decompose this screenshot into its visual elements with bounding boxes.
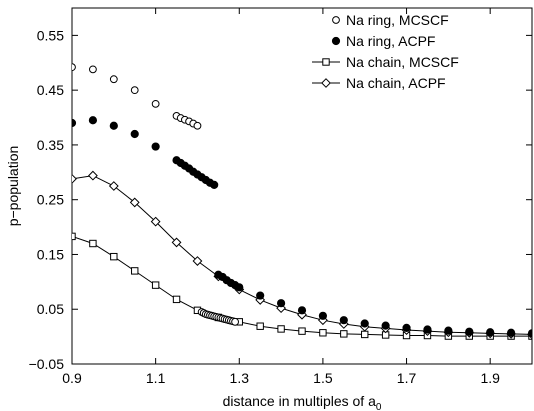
series-layer (72, 63, 532, 340)
data-point (444, 326, 453, 335)
legend-marker (331, 36, 341, 46)
legend-item: Na ring, MCSCF (332, 12, 449, 28)
x-axis-label-main: distance in multiples of a (223, 393, 377, 409)
legend-label: Na chain, MCSCF (346, 54, 459, 70)
data-point (151, 281, 160, 289)
data-point (88, 170, 98, 181)
y-tick-label: 0.25 (37, 192, 64, 208)
data-point (297, 306, 307, 315)
x-tick-label: 1.9 (480, 370, 500, 386)
data-point (130, 86, 139, 95)
data-point (298, 327, 306, 335)
data-point (89, 65, 97, 74)
data-point (109, 121, 118, 130)
series-4 (197, 308, 239, 326)
data-point (402, 323, 411, 332)
data-point (340, 330, 348, 338)
data-point (130, 129, 139, 139)
y-tick-label: 0.35 (37, 137, 64, 153)
data-point (108, 181, 119, 191)
data-point (486, 328, 495, 337)
x-tick-label: 1.7 (397, 370, 417, 386)
data-point (210, 180, 219, 190)
legend-marker (322, 58, 330, 66)
data-point (339, 316, 348, 325)
y-axis-label: p−population (5, 146, 21, 227)
legend-label: Na ring, ACPF (346, 33, 435, 49)
series-1 (72, 116, 532, 338)
data-point (277, 325, 285, 333)
series-line (72, 235, 532, 337)
data-point (231, 317, 239, 326)
plot-area-frame (71, 7, 533, 365)
data-point (527, 329, 532, 338)
data-point (360, 319, 369, 328)
x-axis-label: distance in multiples of a0 (223, 393, 382, 411)
data-point (319, 329, 327, 337)
y-tick-label: 0.05 (37, 301, 64, 317)
legend-label: Na chain, ACPF (346, 75, 446, 91)
data-point (506, 328, 516, 337)
y-tick-label: −0.05 (29, 356, 65, 372)
data-point (72, 63, 76, 72)
data-point (235, 283, 244, 292)
data-point (192, 256, 203, 266)
y-tick-label: 0.15 (37, 246, 64, 262)
data-point (129, 197, 140, 208)
legend-item: Na chain, MCSCF (312, 54, 459, 70)
data-point (110, 252, 118, 261)
data-point (151, 99, 160, 108)
legend-marker (332, 16, 340, 24)
series-2 (72, 232, 532, 340)
data-point (361, 330, 369, 339)
data-point (72, 173, 77, 184)
legend-marker (321, 78, 331, 88)
x-tick-label: 1.1 (146, 370, 166, 386)
data-point (151, 142, 160, 151)
y-tick-label: 0.55 (37, 27, 64, 43)
x-axis-label-subscript: 0 (376, 402, 382, 411)
data-point (256, 291, 265, 300)
legend-item: Na ring, ACPF (331, 33, 435, 49)
data-point (256, 322, 264, 330)
data-point (276, 299, 286, 308)
data-point (131, 267, 139, 275)
data-point (72, 118, 77, 128)
data-point (172, 295, 181, 304)
data-point (318, 311, 328, 320)
series-0 (72, 63, 202, 130)
legend-item: Na chain, ACPF (312, 75, 446, 91)
data-point (150, 216, 161, 227)
data-point (88, 116, 98, 125)
data-point (193, 121, 202, 130)
data-point (423, 325, 432, 334)
data-point (171, 237, 182, 248)
x-tick-label: 0.9 (62, 370, 82, 386)
legend-label: Na ring, MCSCF (346, 12, 449, 28)
y-tick-label: 0.45 (37, 82, 64, 98)
x-tick-label: 1.3 (230, 370, 250, 386)
data-point (381, 321, 390, 330)
data-point (465, 327, 474, 336)
data-point (109, 75, 118, 84)
x-tick-label: 1.5 (313, 370, 333, 386)
data-point (89, 239, 97, 248)
legend: Na ring, MCSCF Na ring, ACPF Na chain, MCS… (312, 12, 459, 91)
ticks: 0.9 1.1 1.3 1.5 1.7 1.9 −0.05 0.05 0.15 0.25 0.35 0… (29, 8, 532, 386)
data-point (72, 232, 76, 241)
